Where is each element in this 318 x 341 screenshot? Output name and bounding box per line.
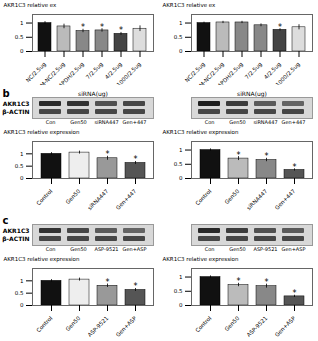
svg-text:*: *	[106, 150, 110, 159]
svg-text:0.5: 0.5	[15, 290, 24, 296]
svg-text:Gen50: Gen50	[64, 188, 81, 205]
svg-text:siRNA447: siRNA447	[86, 188, 109, 211]
svg-text:*: *	[106, 278, 110, 287]
svg-text:*: *	[119, 26, 123, 35]
svg-text:4/2.5ug: 4/2.5ug	[103, 61, 123, 81]
svg-text:1: 1	[179, 274, 183, 280]
svg-text:Con: Con	[46, 119, 56, 125]
svg-text:β-ACTIN: β-ACTIN	[2, 108, 29, 116]
svg-text:1: 1	[20, 278, 24, 284]
svg-text:b: b	[3, 88, 10, 99]
svg-text:1: 1	[179, 20, 183, 26]
svg-text:AKR1C3 relative expression: AKR1C3 relative expression	[4, 256, 80, 263]
svg-text:Con: Con	[205, 246, 215, 252]
svg-text:0: 0	[20, 175, 24, 181]
svg-text:*: *	[100, 23, 104, 32]
svg-text:1000/2.5ug: 1000/2.5ug	[115, 61, 142, 85]
svg-text:0: 0	[20, 48, 24, 54]
svg-text:Control: Control	[194, 188, 213, 207]
svg-text:0.5: 0.5	[174, 161, 183, 167]
svg-text:Control: Control	[35, 315, 54, 334]
svg-text:ASP-9521: ASP-9521	[246, 315, 269, 338]
svg-text:1: 1	[20, 20, 24, 26]
svg-text:0.5: 0.5	[174, 34, 183, 40]
svg-text:Gen50: Gen50	[223, 315, 240, 332]
svg-text:c: c	[3, 215, 9, 226]
svg-text:GAPDH/2.5ug: GAPDH/2.5ug	[213, 61, 244, 85]
svg-text:*: *	[134, 282, 138, 291]
svg-text:0.5: 0.5	[174, 288, 183, 294]
svg-text:Gen50: Gen50	[229, 119, 245, 125]
svg-text:7/2.5ug: 7/2.5ug	[244, 61, 264, 81]
svg-text:Gen50: Gen50	[70, 119, 86, 125]
svg-text:Gen+447: Gen+447	[123, 119, 147, 125]
svg-text:siRNA(ug): siRNA(ug)	[237, 90, 267, 98]
svg-text:Control: Control	[35, 188, 54, 207]
svg-text:β-ACTIN: β-ACTIN	[2, 235, 29, 243]
svg-text:Gen50: Gen50	[64, 315, 81, 332]
svg-text:*: *	[265, 278, 269, 287]
svg-text:GAPDH/2.5ug: GAPDH/2.5ug	[54, 61, 85, 85]
svg-text:AKR1C3 relative expression: AKR1C3 relative expression	[163, 256, 239, 263]
svg-text:1: 1	[20, 151, 24, 157]
svg-text:AKR1C3 relative ex: AKR1C3 relative ex	[163, 2, 217, 8]
svg-text:Con: Con	[46, 246, 56, 252]
svg-text:Gen+ASP: Gen+ASP	[115, 315, 138, 338]
svg-text:1: 1	[179, 147, 183, 153]
svg-text:4/2.5ug: 4/2.5ug	[262, 61, 282, 81]
svg-text:siRNA447: siRNA447	[253, 119, 277, 125]
svg-text:Gen50: Gen50	[70, 246, 86, 252]
svg-text:*: *	[265, 152, 269, 161]
svg-text:ASP-9521: ASP-9521	[253, 246, 277, 252]
svg-text:*: *	[237, 277, 241, 286]
svg-text:0.5: 0.5	[15, 34, 24, 40]
svg-text:AKR1C3 relative expression: AKR1C3 relative expression	[4, 129, 80, 136]
svg-text:Gen+ASP: Gen+ASP	[274, 315, 297, 338]
svg-text:1000/2.5ug: 1000/2.5ug	[274, 61, 301, 85]
svg-text:ASP-9521: ASP-9521	[87, 315, 110, 338]
svg-text:AKR1C3 relative expression: AKR1C3 relative expression	[163, 129, 239, 136]
svg-text:AKR1C3 relative ex: AKR1C3 relative ex	[4, 2, 58, 8]
svg-text:AKR1C3: AKR1C3	[3, 100, 30, 107]
svg-text:Gen+447: Gen+447	[115, 188, 138, 211]
svg-text:0: 0	[179, 48, 183, 54]
svg-text:Gen+ASP: Gen+ASP	[282, 246, 306, 252]
svg-text:0: 0	[20, 302, 24, 308]
svg-text:*: *	[278, 23, 282, 32]
svg-text:ASP-9521: ASP-9521	[94, 246, 118, 252]
svg-text:Gen50: Gen50	[223, 188, 240, 205]
svg-text:0: 0	[179, 302, 183, 308]
svg-text:Gen+ASP: Gen+ASP	[123, 246, 147, 252]
svg-text:AKR1C3: AKR1C3	[3, 227, 30, 234]
svg-text:0.5: 0.5	[15, 163, 24, 169]
svg-text:Gen+447: Gen+447	[274, 188, 297, 211]
svg-text:*: *	[134, 155, 138, 164]
svg-text:*: *	[293, 289, 297, 298]
svg-text:*: *	[293, 163, 297, 172]
svg-text:Con: Con	[205, 119, 215, 125]
svg-text:7/2.5ug: 7/2.5ug	[85, 61, 105, 81]
svg-text:Control: Control	[194, 315, 213, 334]
svg-text:Gen50: Gen50	[229, 246, 245, 252]
svg-text:siRNA(ug): siRNA(ug)	[78, 90, 108, 98]
svg-text:Gen+447: Gen+447	[282, 119, 306, 125]
svg-text:siRNA447: siRNA447	[245, 188, 268, 211]
svg-text:*: *	[237, 151, 241, 160]
svg-text:*: *	[81, 23, 85, 32]
svg-text:siRNA447: siRNA447	[94, 119, 118, 125]
svg-text:0: 0	[179, 175, 183, 181]
